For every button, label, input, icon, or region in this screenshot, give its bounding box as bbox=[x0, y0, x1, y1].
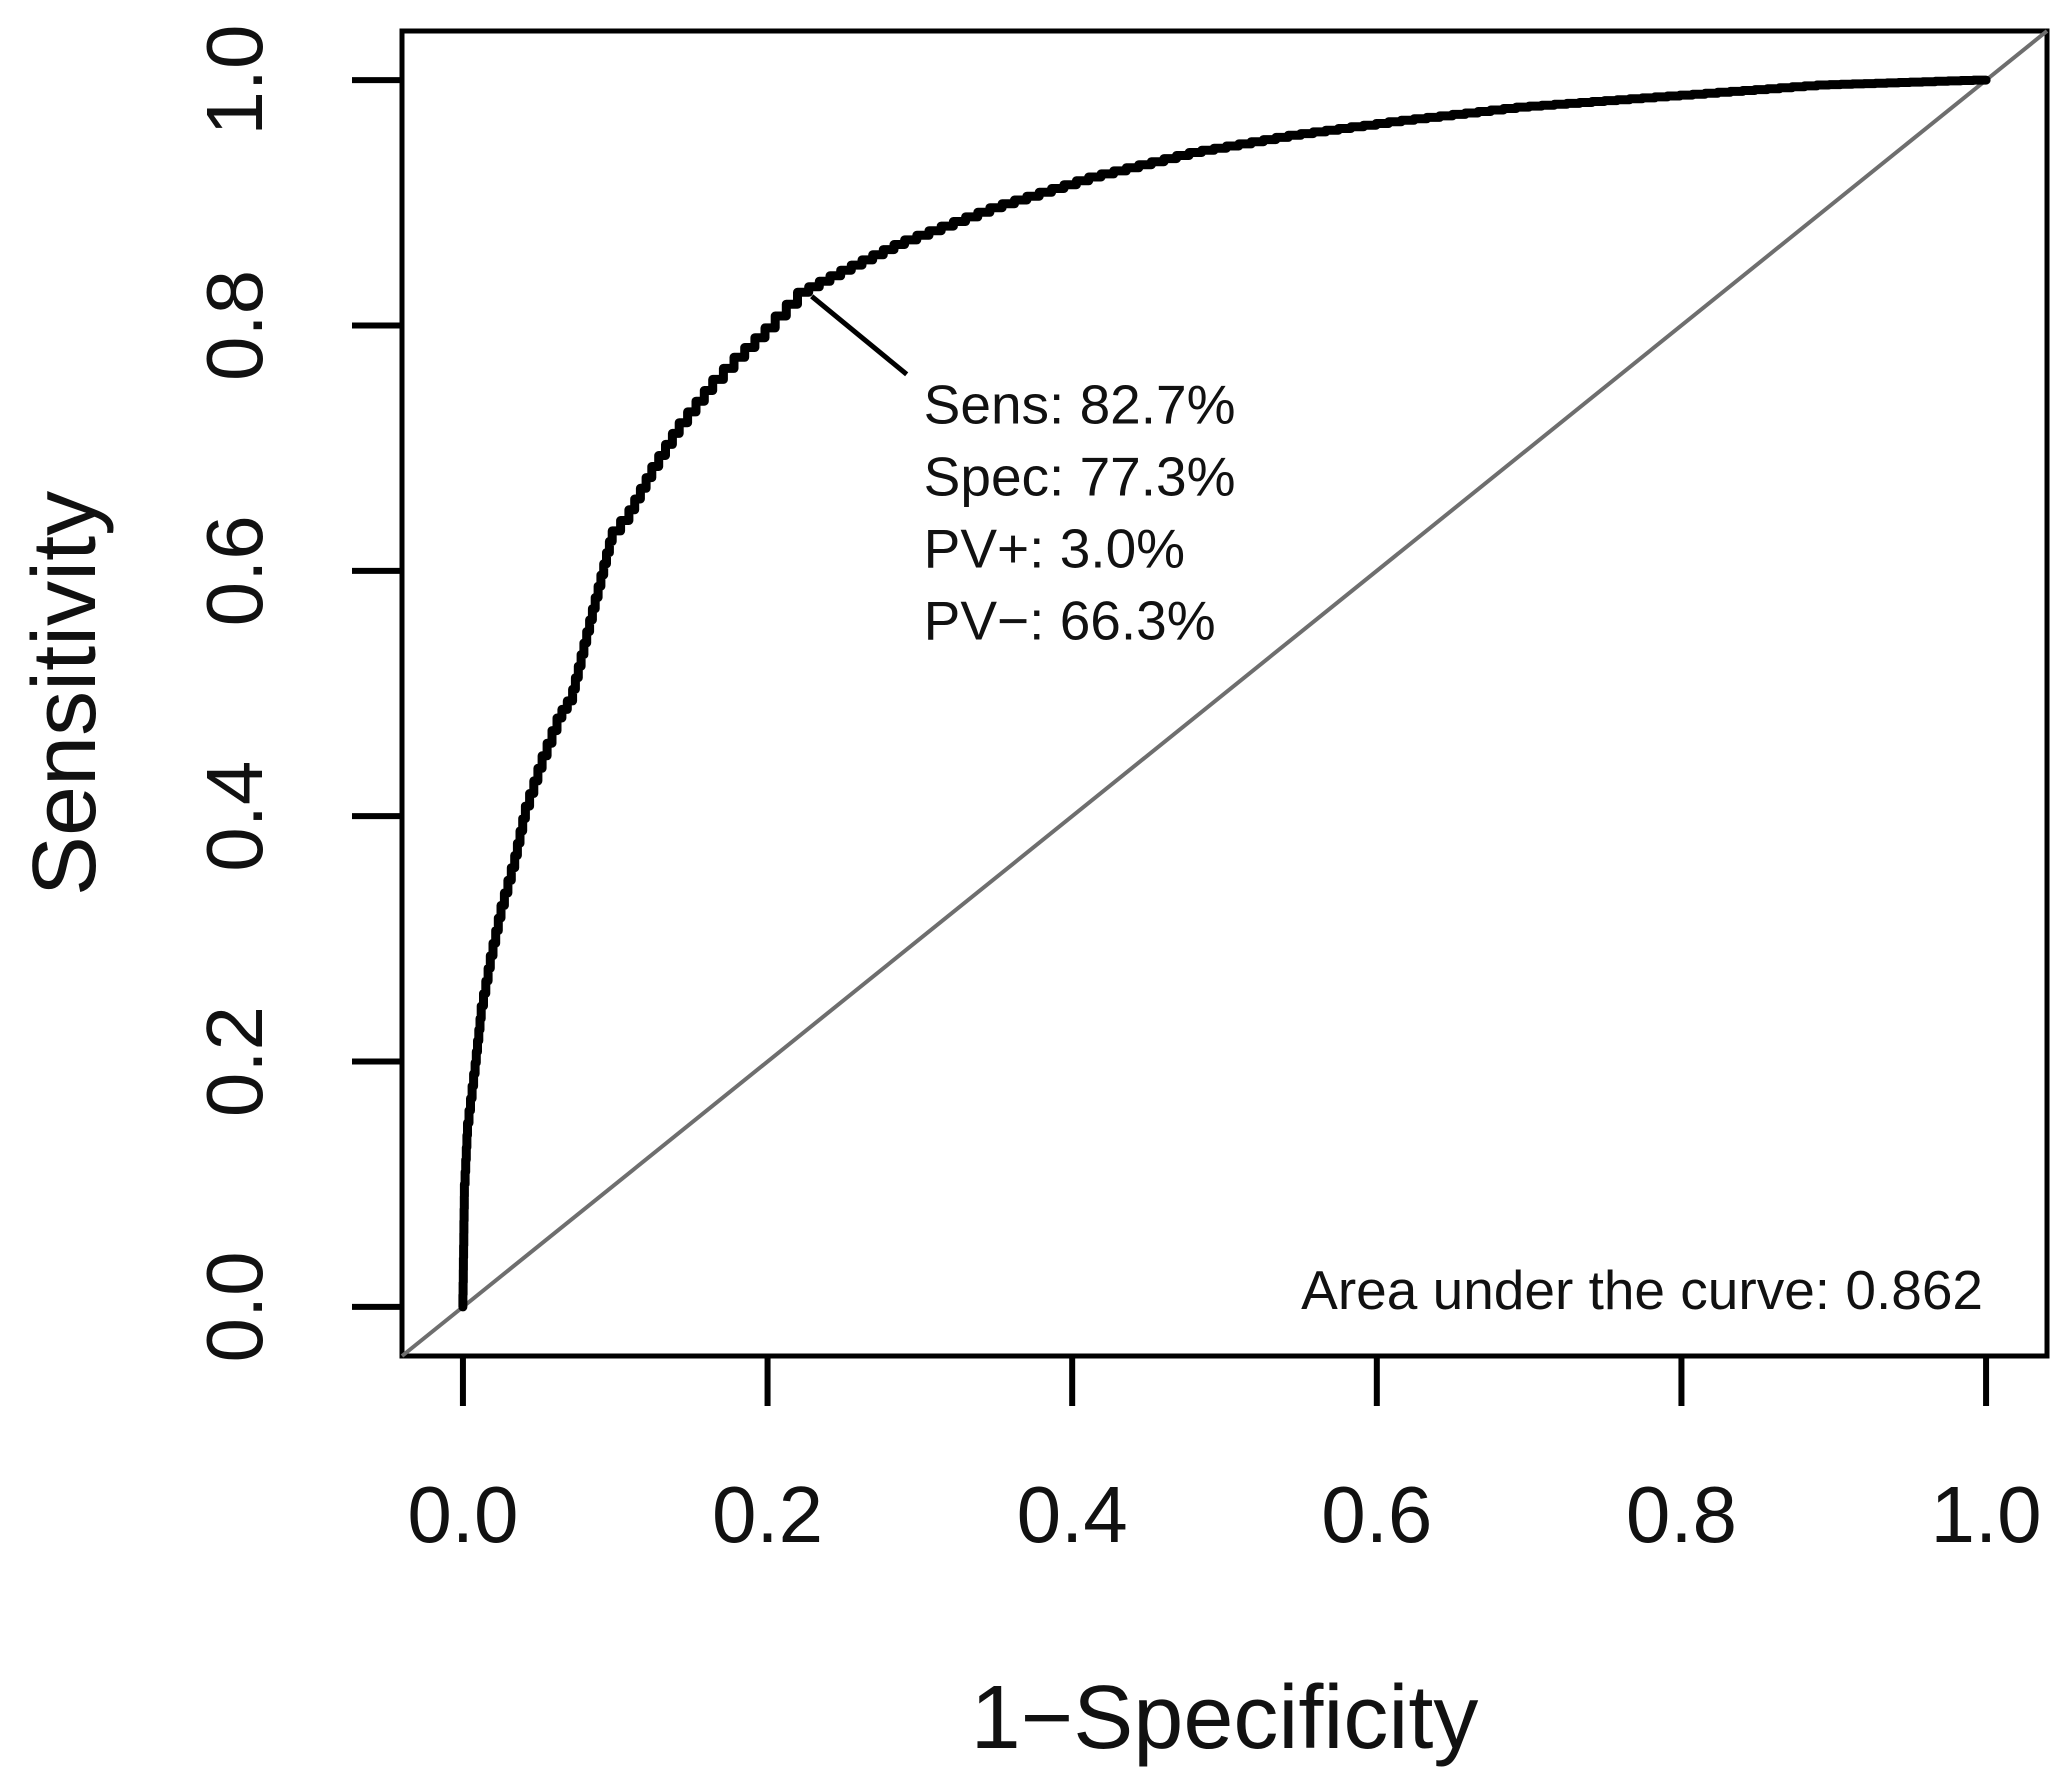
x-axis-tick-label: 0.0 bbox=[407, 1470, 518, 1559]
auc-label: Area under the curve: 0.862 bbox=[1301, 1259, 1983, 1321]
y-axis-tick-label: 0.0 bbox=[190, 1251, 279, 1362]
annotation-line: PV−: 66.3% bbox=[924, 589, 1216, 651]
y-axis-tick-label: 0.4 bbox=[190, 761, 279, 872]
x-axis-tick-label: 0.2 bbox=[712, 1470, 823, 1559]
y-axis-tick-label: 0.8 bbox=[190, 270, 279, 381]
x-axis-tick-label: 0.8 bbox=[1626, 1470, 1737, 1559]
plot-frame bbox=[399, 28, 2050, 1359]
x-axis-title: 1−Specificity bbox=[971, 1668, 1479, 1768]
roc-curve bbox=[458, 75, 1991, 1312]
x-axis-tick-label: 0.4 bbox=[1017, 1470, 1128, 1559]
annotation-pointer-line bbox=[810, 294, 909, 377]
y-axis-tick-label: 1.0 bbox=[190, 24, 279, 135]
y-axis-title: Sensitivity bbox=[15, 491, 115, 896]
annotation-line: Sens: 82.7% bbox=[924, 373, 1236, 435]
x-axis-tick-label: 0.6 bbox=[1321, 1470, 1432, 1559]
y-axis-tick-label: 0.2 bbox=[190, 1006, 279, 1117]
chance-diagonal-line bbox=[400, 29, 2049, 1358]
annotation-line: PV+: 3.0% bbox=[924, 517, 1185, 579]
y-axis-tick-label: 0.6 bbox=[190, 515, 279, 626]
annotation-line: Spec: 77.3% bbox=[924, 445, 1236, 507]
x-axis-tick-label: 1.0 bbox=[1930, 1470, 2041, 1559]
